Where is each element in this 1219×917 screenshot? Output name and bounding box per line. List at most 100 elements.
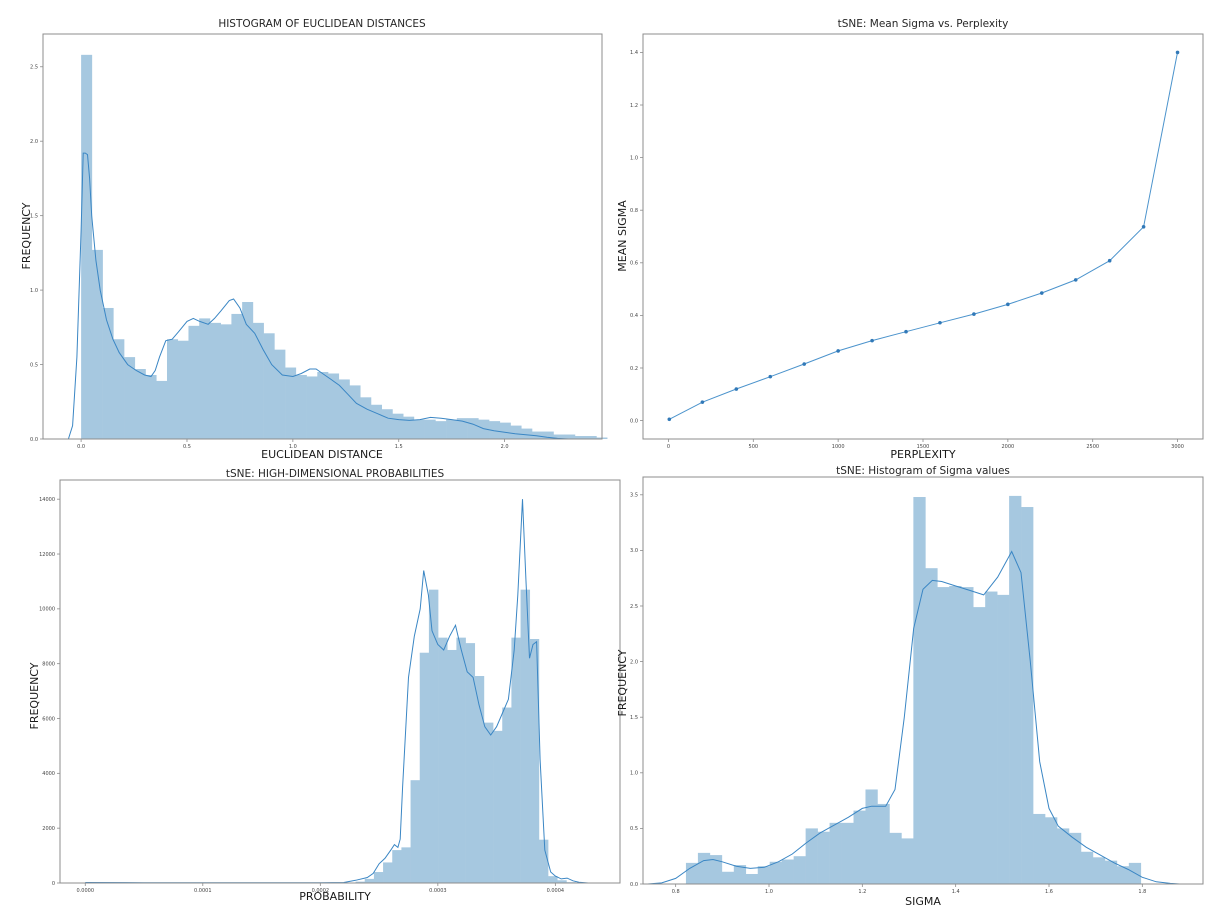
histogram-bar — [199, 318, 211, 439]
y-tick-label: 0.0 — [630, 418, 638, 424]
x-tick-label: 1.0 — [289, 444, 297, 450]
chart-title: tSNE: Mean Sigma vs. Perplexity — [838, 18, 1009, 30]
histogram-bar — [156, 380, 168, 439]
x-tick-label: 0.0003 — [429, 888, 447, 894]
y-axis-label: FREQUENCY — [28, 662, 41, 729]
data-point — [870, 338, 874, 343]
histogram-bar — [769, 861, 782, 884]
y-tick-label: 1.0 — [30, 288, 38, 294]
histogram-bar — [242, 302, 254, 439]
kde-curve — [67, 152, 569, 440]
data-point — [1107, 258, 1112, 263]
x-axis-label: SIGMA — [905, 895, 941, 908]
histogram-bar — [1009, 495, 1022, 884]
histogram-bar — [961, 587, 974, 884]
histogram-bar — [817, 831, 830, 884]
y-tick-label: 0.0 — [30, 437, 38, 443]
histogram-bar — [435, 421, 447, 439]
y-tick-label: 2.5 — [30, 65, 38, 71]
histogram-bar — [697, 852, 711, 884]
histogram-bar — [1080, 851, 1094, 884]
histogram-bar — [529, 639, 540, 883]
data-point — [938, 320, 942, 325]
histogram-bar — [166, 339, 179, 439]
histogram-bar — [328, 373, 340, 439]
data-point — [768, 374, 773, 379]
histogram-bar — [220, 324, 232, 439]
histogram-bar — [381, 409, 393, 439]
histogram-bar — [263, 333, 275, 439]
plot-frame — [642, 33, 1204, 440]
y-tick-label: 0.8 — [630, 208, 638, 214]
histogram-bar — [502, 707, 512, 883]
data-point — [972, 312, 976, 316]
histogram-bar — [757, 866, 771, 884]
chart-title: tSNE: HIGH-DIMENSIONAL PROBABILITIES — [226, 468, 445, 480]
histogram-bar — [124, 357, 136, 439]
histogram-bar — [209, 322, 221, 439]
histogram-bar — [338, 379, 350, 439]
histogram-bar — [841, 822, 854, 884]
histogram-bar — [805, 828, 818, 884]
histogram-bar — [542, 431, 554, 439]
histogram-bar — [317, 371, 329, 439]
x-tick-label: 0.0002 — [312, 888, 330, 894]
histogram-bar — [1045, 817, 1058, 884]
plot-frame — [42, 33, 603, 440]
y-tick-label: 1.5 — [30, 213, 38, 219]
histogram-bar — [364, 878, 375, 883]
histogram-bar — [538, 839, 549, 883]
plot-area — [67, 54, 608, 440]
histogram-bar — [91, 249, 103, 439]
histogram-bar — [1104, 860, 1118, 884]
histogram-bar — [145, 374, 157, 439]
histogram-bar — [781, 859, 794, 884]
y-tick-label: 0.5 — [30, 362, 38, 368]
histogram-bar — [1057, 828, 1070, 884]
y-tick-label: 0.2 — [630, 366, 638, 372]
kde-curve — [647, 550, 1180, 885]
y-tick-label: 14000 — [39, 497, 55, 503]
histogram-bar — [392, 850, 402, 883]
histogram-bar — [973, 607, 986, 884]
x-tick-label: 0 — [667, 444, 670, 450]
histogram-bar — [1033, 813, 1046, 884]
histogram-bar — [901, 838, 914, 884]
plot-area — [647, 495, 1180, 885]
chart-svg: tSNE: Mean Sigma vs. Perplexity PERPLEXI… — [616, 18, 1204, 461]
histogram-bar — [81, 54, 93, 440]
x-tick-label: 2500 — [1086, 444, 1099, 450]
chart-high-dimensional-probabilities: tSNE: HIGH-DIMENSIONAL PROBABILITIES PRO… — [0, 460, 621, 917]
histogram-bar — [478, 419, 490, 439]
histogram-bar — [102, 307, 114, 439]
histogram-bar — [428, 589, 439, 883]
histogram-bar — [709, 855, 723, 884]
x-tick-label: 1.6 — [1045, 889, 1053, 895]
data-point — [1141, 224, 1146, 229]
histogram-bar — [134, 369, 146, 439]
histogram-bar — [306, 376, 318, 439]
histogram-bar — [438, 637, 448, 883]
y-axis-label: FREQUENCY — [616, 649, 629, 716]
data-point — [1175, 50, 1180, 55]
chart-title: tSNE: Histogram of Sigma values — [836, 465, 1010, 477]
y-tick-label: 12000 — [39, 552, 55, 558]
histogram-bar — [274, 349, 286, 439]
histogram-bar — [721, 871, 735, 884]
x-tick-label: 1.8 — [1138, 889, 1146, 895]
y-tick-label: 0.6 — [630, 261, 638, 267]
data-point — [1006, 302, 1010, 307]
chart-svg: HISTOGRAM OF EUCLIDEAN DISTANCES EUCLIDE… — [20, 18, 608, 461]
histogram-bar — [446, 419, 458, 439]
y-tick-label: 1.0 — [630, 155, 638, 161]
histogram-bar — [1021, 507, 1034, 884]
x-axis-label: EUCLIDEAN DISTANCE — [261, 448, 383, 461]
histogram-bar — [456, 637, 466, 883]
y-tick-label: 0 — [52, 881, 55, 887]
data-point — [802, 362, 807, 366]
histogram-bar — [447, 649, 457, 883]
histogram-bar — [913, 497, 926, 884]
x-tick-label: 0.5 — [183, 444, 191, 450]
histogram-bar — [403, 416, 415, 439]
y-tick-label: 1.0 — [630, 771, 638, 777]
